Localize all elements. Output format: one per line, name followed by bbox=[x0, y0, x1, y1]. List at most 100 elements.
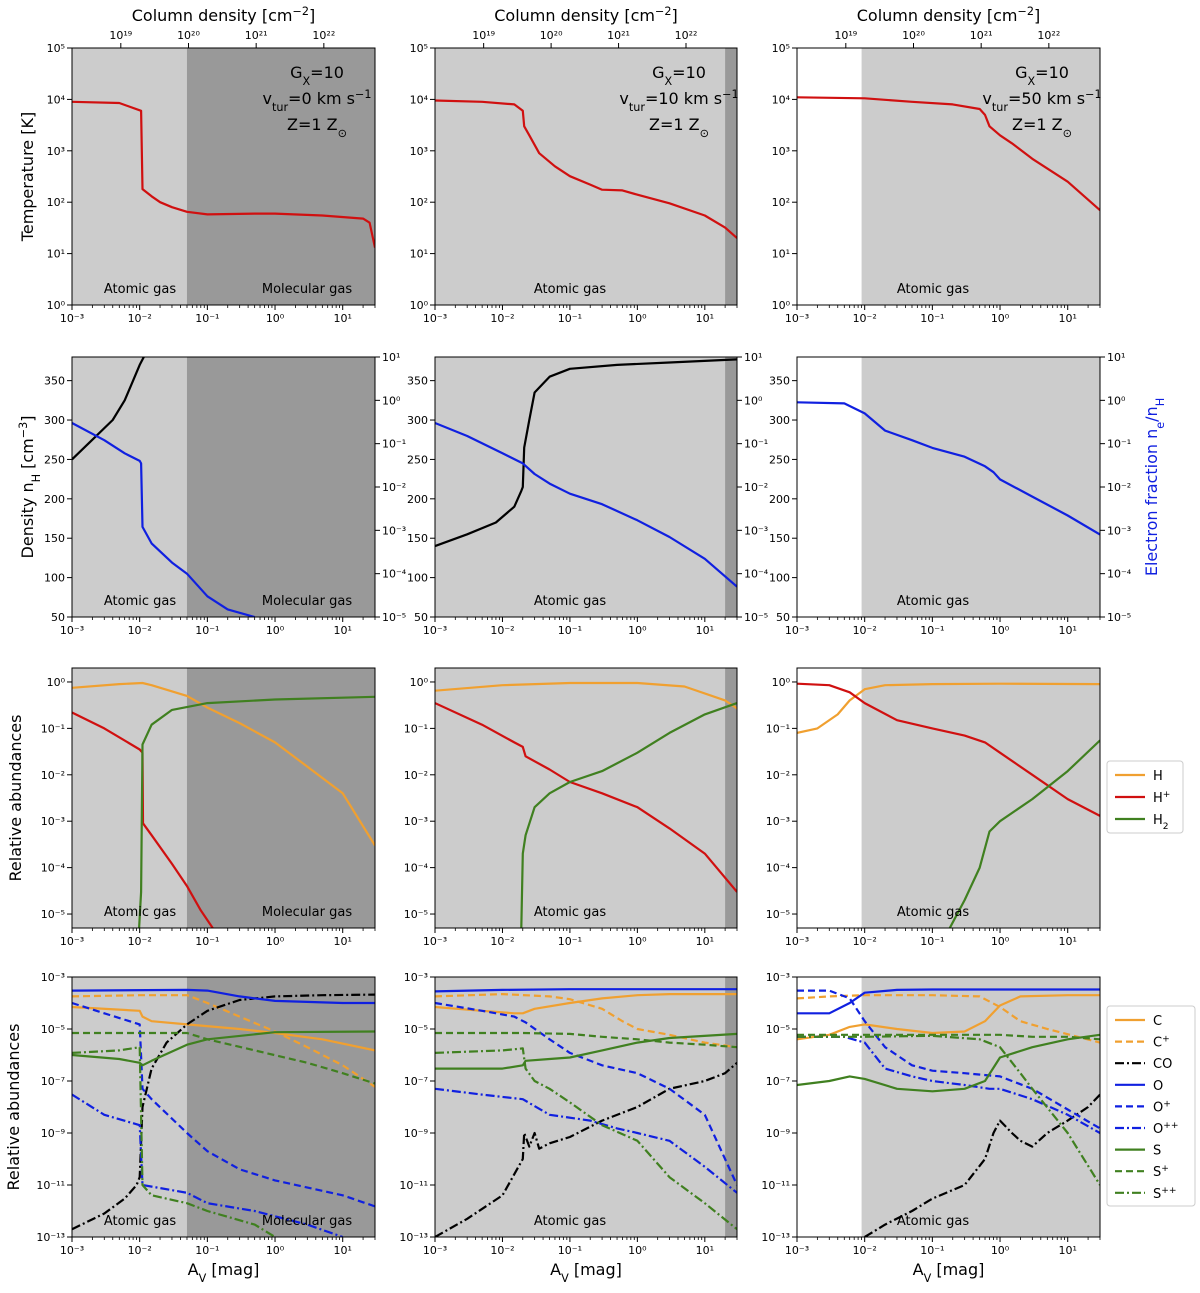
y2-tick-label: 10⁻⁵ bbox=[744, 611, 768, 624]
top-tick-label: 10²¹ bbox=[970, 29, 993, 42]
y-axis-label-abundances: Relative abundances bbox=[6, 715, 25, 882]
panel-frame bbox=[796, 47, 1101, 306]
param-vtur: vtur=0 km s−1 bbox=[263, 88, 372, 114]
y-tick-label: 10⁻¹³ bbox=[36, 1231, 65, 1244]
x-tick-label: 10⁻³ bbox=[423, 1244, 447, 1257]
param-vtur-part: v bbox=[263, 89, 272, 108]
x-tick-label: 10⁻³ bbox=[785, 312, 809, 325]
series-line-nh-col1 bbox=[72, 357, 145, 461]
panel-abund2-col2: 10⁻³ 10⁻² 10⁻¹ 10⁰ 10¹ 10⁻¹³ 10⁻¹¹ 10⁻⁹ 10⁻⁷ 10⁻⁵… bbox=[399, 971, 738, 1285]
region-label-atomic: Atomic gas bbox=[534, 905, 606, 920]
top-axis-label-part: Column density [cm bbox=[132, 6, 293, 25]
x-tick-label: 10¹ bbox=[333, 1244, 351, 1257]
series-group bbox=[797, 96, 1100, 212]
molecular-region-background bbox=[725, 977, 737, 1237]
legend-label-part: O bbox=[1153, 1122, 1163, 1137]
y-axis-label-electron-fraction-part: Electron fraction n bbox=[1142, 429, 1161, 576]
y-tick-label: 10⁻⁷ bbox=[41, 1075, 65, 1088]
series-group bbox=[72, 988, 375, 1237]
x-tick-label: 10⁻¹ bbox=[920, 624, 944, 637]
y2-tick-label: 10⁰ bbox=[744, 394, 763, 407]
region-label-atomic: Atomic gas bbox=[104, 1214, 176, 1229]
x-tick-label: 10¹ bbox=[333, 624, 351, 637]
series-line-o-col1 bbox=[72, 1001, 375, 1208]
y-axis-label-density-part: Density n bbox=[18, 482, 37, 558]
legend-label: S++ bbox=[1153, 1186, 1177, 1202]
legend-label: H2 bbox=[1153, 813, 1169, 832]
x-tick-label: 10⁻³ bbox=[785, 624, 809, 637]
legend-hydrogen: H H+ H2 bbox=[1106, 760, 1184, 834]
series-line-s-col1 bbox=[72, 1030, 375, 1067]
top-axis-label-part: ] bbox=[309, 6, 315, 25]
x-tick-label: 10⁻² bbox=[490, 1244, 514, 1257]
y2-tick-label: 10⁻¹ bbox=[744, 438, 768, 451]
x-axis-label-part: [mag] bbox=[206, 1260, 259, 1279]
y-tick-label: 10⁵ bbox=[772, 42, 790, 55]
param-gx-part: G bbox=[1015, 63, 1027, 82]
series-line-h-col2 bbox=[435, 702, 737, 893]
y-tick-label: 10⁻² bbox=[41, 769, 65, 782]
y-tick-label: 150 bbox=[769, 532, 790, 545]
top-tick-label: 10¹⁹ bbox=[472, 29, 495, 42]
y-axis-label-abundances-part: Relative abundances bbox=[6, 715, 25, 882]
param-vtur-part: −1 bbox=[355, 88, 372, 101]
y-tick-label: 10⁰ bbox=[410, 299, 429, 312]
x-tick-label: 10¹ bbox=[333, 312, 351, 325]
y-tick-label: 10⁻² bbox=[404, 769, 428, 782]
x-tick-label: 10⁻² bbox=[490, 312, 514, 325]
param-vtur-part: tur bbox=[272, 101, 288, 114]
series-line-o-col2 bbox=[435, 1001, 737, 1186]
legend-label-part: + bbox=[1162, 1035, 1170, 1045]
y-axis-label-density: Density nH [cm−3] bbox=[17, 416, 43, 559]
y2-tick-label: 10⁰ bbox=[1107, 394, 1126, 407]
legend-label-part: H bbox=[1153, 769, 1163, 784]
x-tick-label: 10⁻¹ bbox=[195, 935, 219, 948]
panel-density-col1: 10⁻³ 10⁻² 10⁻¹ 10⁰ 10¹ 50 100 150 200 250 300 350 10… bbox=[44, 351, 407, 637]
y-tick-label: 10³ bbox=[772, 145, 790, 158]
legend-label-part: ++ bbox=[1161, 1186, 1176, 1196]
y-tick-label: 10⁻¹ bbox=[766, 722, 790, 735]
panel-temperature-col1: 10⁻³ 10⁻² 10⁻¹ 10⁰ 10¹ 10⁰ 10¹ 10² 10³ 10⁴ 10⁵ 10¹⁹… bbox=[47, 5, 376, 325]
y-tick-label: 10² bbox=[772, 196, 790, 209]
y-tick-label: 10⁻³ bbox=[41, 971, 65, 984]
y-tick-label: 10⁰ bbox=[410, 676, 429, 689]
x-tick-label: 10⁻³ bbox=[423, 312, 447, 325]
y-tick-label: 10⁻³ bbox=[766, 815, 790, 828]
top-axis-label: Column density [cm−2] bbox=[857, 5, 1040, 26]
x-axis-label-part: A bbox=[188, 1260, 199, 1279]
y-tick-label: 10⁴ bbox=[47, 93, 66, 106]
param-z-part: Z=1 Z bbox=[287, 115, 338, 134]
x-tick-label: 10¹ bbox=[1058, 312, 1076, 325]
panel-frame bbox=[71, 667, 376, 929]
x-tick-label: 10¹ bbox=[696, 312, 714, 325]
panel-frame bbox=[71, 976, 376, 1238]
y-tick-label: 150 bbox=[44, 532, 65, 545]
param-gx: GX=10 bbox=[290, 63, 344, 88]
y-tick-label: 10⁻¹³ bbox=[399, 1231, 428, 1244]
x-tick-label: 10¹ bbox=[1058, 935, 1076, 948]
top-axis-label-part: ] bbox=[1034, 6, 1040, 25]
legend-label: H+ bbox=[1153, 790, 1170, 806]
x-tick-label: 10¹ bbox=[696, 624, 714, 637]
x-tick-label: 10⁰ bbox=[628, 624, 647, 637]
series-line-c-col1 bbox=[72, 1005, 375, 1052]
series-line-xe-col1 bbox=[72, 422, 255, 617]
y-tick-label: 10¹ bbox=[410, 248, 428, 261]
x-tick-label: 10⁰ bbox=[266, 1244, 285, 1257]
series-group bbox=[72, 681, 375, 928]
param-z: Z=1 Z⊙ bbox=[649, 115, 709, 140]
legend-box bbox=[1106, 1005, 1196, 1207]
y-tick-label: 10⁰ bbox=[47, 676, 66, 689]
y-tick-label: 350 bbox=[44, 375, 65, 388]
y2-tick-label: 10⁻¹ bbox=[382, 438, 406, 451]
series-line-nh-col2 bbox=[435, 358, 737, 548]
legend-label: O++ bbox=[1153, 1121, 1178, 1137]
y-tick-label: 10⁻² bbox=[766, 769, 790, 782]
legend-label-part: C bbox=[1153, 1036, 1162, 1051]
y-axis-label-temperature-part: Temperature [K] bbox=[18, 112, 37, 242]
series-line-c-col2 bbox=[435, 992, 737, 1015]
param-vtur-part: −1 bbox=[722, 88, 739, 101]
legend-label: S bbox=[1153, 1144, 1161, 1159]
series-line-c-col3 bbox=[797, 994, 1100, 1041]
x-tick-label: 10¹ bbox=[333, 935, 351, 948]
